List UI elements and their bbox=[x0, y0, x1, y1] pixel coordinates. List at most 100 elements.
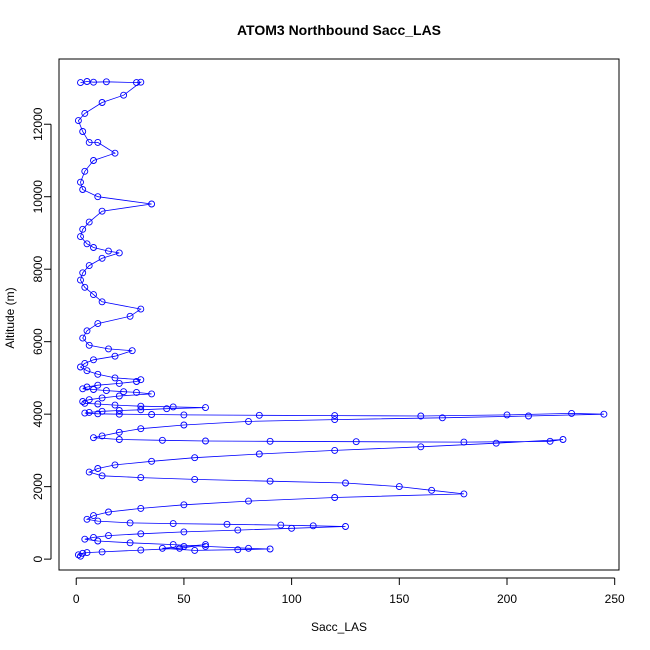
data-point bbox=[94, 193, 102, 201]
data-point bbox=[255, 411, 263, 419]
data-point bbox=[176, 544, 184, 552]
data-point bbox=[98, 254, 106, 262]
data-point bbox=[90, 512, 97, 520]
data-point bbox=[85, 341, 93, 349]
data-point bbox=[77, 363, 84, 371]
data-point bbox=[85, 408, 93, 416]
data-point bbox=[115, 436, 123, 443]
data-point bbox=[81, 535, 89, 543]
data-point bbox=[94, 370, 102, 378]
data-point bbox=[115, 407, 123, 414]
data-point bbox=[98, 99, 106, 106]
data-point bbox=[83, 327, 91, 335]
y-axis-label: Altitude (m) bbox=[3, 287, 17, 348]
data-point bbox=[180, 501, 188, 509]
data-point bbox=[126, 312, 134, 320]
data-point bbox=[81, 409, 89, 417]
data-point bbox=[77, 276, 84, 284]
data-point bbox=[83, 240, 91, 248]
data-point bbox=[137, 425, 145, 433]
data-point bbox=[105, 532, 112, 540]
data-point bbox=[342, 523, 349, 530]
data-point bbox=[90, 157, 97, 164]
data-point bbox=[77, 233, 84, 241]
data-point bbox=[137, 305, 145, 313]
data-point bbox=[126, 519, 134, 527]
data-point bbox=[169, 541, 177, 549]
data-point bbox=[90, 533, 97, 541]
data-point bbox=[417, 443, 425, 451]
data-point bbox=[90, 78, 97, 86]
data-point bbox=[180, 411, 188, 419]
data-point bbox=[158, 544, 166, 552]
data-point bbox=[191, 475, 199, 483]
y-tick-label: 12000 bbox=[31, 107, 45, 141]
plot-frame bbox=[58, 58, 620, 571]
data-point bbox=[137, 504, 145, 512]
data-point bbox=[309, 522, 317, 530]
data-point bbox=[331, 416, 339, 424]
data-point bbox=[137, 474, 145, 482]
data-point bbox=[94, 320, 102, 328]
data-point bbox=[137, 530, 145, 538]
data-point bbox=[85, 138, 93, 146]
series-layer bbox=[74, 78, 608, 560]
data-point bbox=[288, 524, 296, 532]
data-point bbox=[98, 298, 106, 306]
data-point bbox=[352, 438, 360, 446]
data-point bbox=[79, 398, 87, 405]
data-point bbox=[223, 520, 231, 528]
data-point bbox=[137, 376, 145, 384]
data-point bbox=[234, 546, 242, 554]
data-point bbox=[331, 412, 339, 420]
data-point bbox=[81, 109, 89, 117]
data-point bbox=[137, 406, 145, 414]
data-point bbox=[83, 78, 91, 85]
data-point bbox=[85, 262, 93, 270]
data-point bbox=[90, 291, 97, 299]
data-point bbox=[81, 399, 89, 407]
data-point bbox=[90, 356, 97, 364]
data-point bbox=[94, 400, 102, 408]
data-point bbox=[148, 457, 156, 465]
data-point bbox=[137, 546, 145, 554]
data-point bbox=[94, 537, 102, 545]
x-axis: 0 50 100 150 200 250 bbox=[73, 577, 625, 606]
y-tick-label: 0 bbox=[31, 555, 45, 562]
data-point bbox=[111, 374, 119, 382]
data-point bbox=[428, 486, 436, 494]
x-tick-label: 100 bbox=[282, 592, 302, 606]
data-point bbox=[74, 117, 82, 125]
data-point bbox=[169, 403, 177, 411]
data-point bbox=[180, 421, 188, 429]
y-tick-label: 6000 bbox=[31, 328, 45, 355]
y-tick-label: 2000 bbox=[31, 473, 45, 500]
x-tick-label: 50 bbox=[177, 592, 191, 606]
y-tick-label: 8000 bbox=[31, 256, 45, 283]
data-point bbox=[77, 552, 84, 560]
data-point bbox=[255, 450, 263, 458]
data-point bbox=[111, 352, 119, 360]
data-point bbox=[202, 437, 209, 445]
data-point bbox=[148, 390, 156, 398]
x-tick-label: 200 bbox=[497, 592, 517, 606]
data-point bbox=[81, 283, 89, 291]
data-point bbox=[83, 367, 91, 375]
data-point bbox=[79, 128, 87, 135]
data-point bbox=[191, 454, 199, 462]
data-point bbox=[79, 385, 87, 393]
data-point bbox=[111, 461, 119, 469]
data-point bbox=[460, 438, 468, 446]
x-tick-label: 0 bbox=[73, 592, 80, 606]
data-point bbox=[102, 387, 110, 395]
data-point bbox=[202, 542, 209, 550]
data-point bbox=[148, 200, 156, 208]
data-point bbox=[331, 494, 339, 501]
data-point bbox=[79, 186, 87, 193]
data-point bbox=[438, 414, 446, 422]
data-point bbox=[90, 434, 97, 442]
data-point bbox=[115, 410, 123, 418]
data-point bbox=[94, 381, 102, 389]
data-point bbox=[266, 545, 274, 553]
data-point bbox=[395, 483, 403, 491]
